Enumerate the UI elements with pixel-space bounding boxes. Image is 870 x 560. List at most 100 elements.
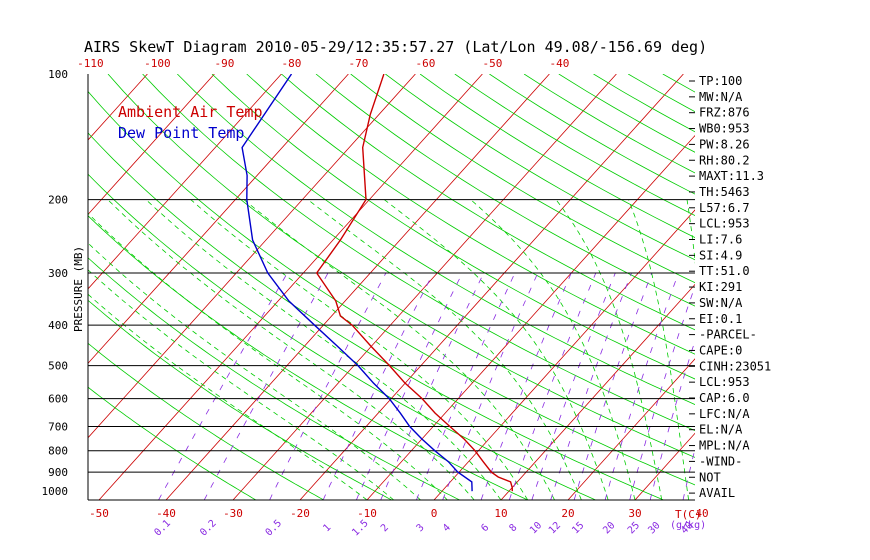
mixing-ratio-line — [550, 272, 632, 500]
moist-adiabat-line — [88, 293, 368, 500]
index-label: RH:80.2 — [699, 153, 750, 167]
dry-adiabat-line — [88, 257, 460, 500]
y-axis-label: PRESSURE (MB) — [72, 246, 85, 332]
index-label: SW:N/A — [699, 296, 743, 310]
isotherm-line — [165, 74, 550, 500]
mixing-ratio-line — [480, 272, 572, 500]
index-label: NOT — [699, 470, 721, 484]
mixing-ratio-tick-label: 10 — [528, 520, 544, 536]
index-label: LCL:953 — [699, 217, 750, 231]
mixing-ratio-line — [322, 272, 434, 500]
dry-adiabat-line — [246, 74, 695, 355]
moist-adiabat-line — [768, 200, 777, 500]
top-temp-tick-labels: -110 -100 -90 -80 -70 -60 -50 -40 — [77, 57, 569, 70]
mixing-ratio-tick-label: 12 — [547, 520, 563, 536]
index-label: TH:5463 — [699, 185, 750, 199]
dry-adiabat-line — [732, 74, 870, 500]
dry-adiabat-line — [385, 74, 695, 261]
mixing-ratio-line — [203, 272, 329, 500]
isotherm-line — [98, 74, 483, 500]
index-label: -PARCEL- — [699, 328, 757, 342]
mixing-ratio-line — [629, 284, 695, 500]
isotherm-line — [500, 283, 695, 500]
pressure-tick-label: 900 — [48, 466, 68, 479]
top-temp-tick-label: -70 — [348, 57, 368, 70]
dry-adiabat-line — [767, 74, 870, 500]
mixing-ratio-line — [573, 272, 653, 500]
pressure-tick-label: 200 — [48, 194, 68, 207]
top-temp-tick-label: -80 — [281, 57, 301, 70]
moist-adiabat-line — [470, 199, 636, 500]
pressure-tick-label: 1000 — [42, 485, 69, 498]
top-temp-tick-label: -40 — [549, 57, 569, 70]
moist-adiabat-line — [88, 242, 421, 500]
index-label: MAXT:11.3 — [699, 169, 764, 183]
mixing-ratio-tick-label: 4 — [441, 522, 453, 534]
moist-adiabat-line — [307, 199, 582, 500]
dry-adiabat-line — [802, 74, 870, 500]
index-label: MW:N/A — [699, 90, 743, 104]
bottom-temp-tick-label: -10 — [357, 507, 377, 520]
index-label: TT:51.0 — [699, 264, 750, 278]
index-label: LI:7.6 — [699, 233, 742, 247]
mixing-ratio-line — [531, 272, 616, 500]
dry-adiabat-line — [315, 74, 695, 307]
bottom-temp-tick-label: 40 — [695, 507, 708, 520]
index-label: AVAIL — [699, 486, 735, 500]
legend-dew-point-temp: Dew Point Temp — [118, 124, 244, 142]
index-label: LFC:N/A — [699, 407, 750, 421]
index-label: CINH:23051 — [699, 359, 771, 373]
index-label: CAP:6.0 — [699, 391, 750, 405]
bottom-temp-tick-label: 10 — [494, 507, 507, 520]
pressure-lines — [87, 74, 695, 501]
bottom-temp-tick-label: -40 — [156, 507, 176, 520]
moist-adiabat-line — [383, 199, 609, 500]
mixing-ratio-line — [604, 272, 679, 500]
index-label: -WIND- — [699, 454, 742, 468]
dry-adiabat-line — [142, 74, 695, 432]
dry-adiabat-line — [88, 342, 324, 500]
index-label: MPL:N/A — [699, 439, 750, 453]
mixing-ratio-tick-label: 3 — [415, 522, 427, 534]
isotherm-line — [0, 74, 13, 500]
dry-adiabat-line — [88, 173, 596, 500]
isotherm-line — [634, 432, 695, 500]
mixing-ratio-tick-label: 1 — [321, 522, 333, 534]
mixing-ratio-line — [355, 272, 463, 500]
isotherm-line — [232, 74, 617, 500]
mixing-ratio-tick-label: 0.5 — [264, 518, 285, 539]
moist-adiabat-line — [107, 199, 475, 500]
isotherm-line — [88, 74, 416, 439]
bottom-temp-tick-label: 20 — [561, 507, 574, 520]
moist-adiabat-line — [628, 199, 689, 500]
isotherm-line — [88, 74, 349, 364]
pressure-tick-label: 500 — [48, 360, 68, 373]
moist-adiabat-line — [145, 199, 502, 500]
moist-adiabat-line — [88, 269, 395, 500]
index-label: L57:6.7 — [699, 201, 750, 215]
isotherm-line — [299, 74, 684, 500]
moist-adiabat-line — [243, 199, 555, 500]
isotherm-line — [0, 74, 80, 500]
pressure-tick-label: 300 — [48, 267, 68, 280]
index-label: EL:N/A — [699, 423, 743, 437]
grid-lines — [0, 74, 870, 500]
dry-adiabat-line — [211, 74, 695, 380]
dry-adiabat-line — [523, 74, 695, 174]
top-temp-tick-label: -60 — [415, 57, 435, 70]
pressure-tick-label: 400 — [48, 319, 68, 332]
bottom-temp-tick-label: 0 — [431, 507, 438, 520]
mixing-ratio-tick-label: 8 — [508, 522, 520, 534]
mixing-ratio-line — [416, 272, 516, 500]
isotherm-line — [836, 74, 870, 500]
mixing-ratio-tick-label: 15 — [570, 520, 586, 536]
dew-point-temp-line — [241, 74, 473, 492]
x-axis-label: T(C) — [675, 508, 702, 521]
moist-adiabat-line — [88, 212, 448, 500]
mixing-ratio-line — [269, 272, 387, 500]
legend-ambient-air-temp: Ambient Air Temp — [118, 103, 263, 121]
dry-adiabat-line — [350, 74, 695, 284]
mixing-ratio-tick-label: 1.5 — [350, 518, 371, 539]
isotherm-line — [88, 74, 282, 290]
